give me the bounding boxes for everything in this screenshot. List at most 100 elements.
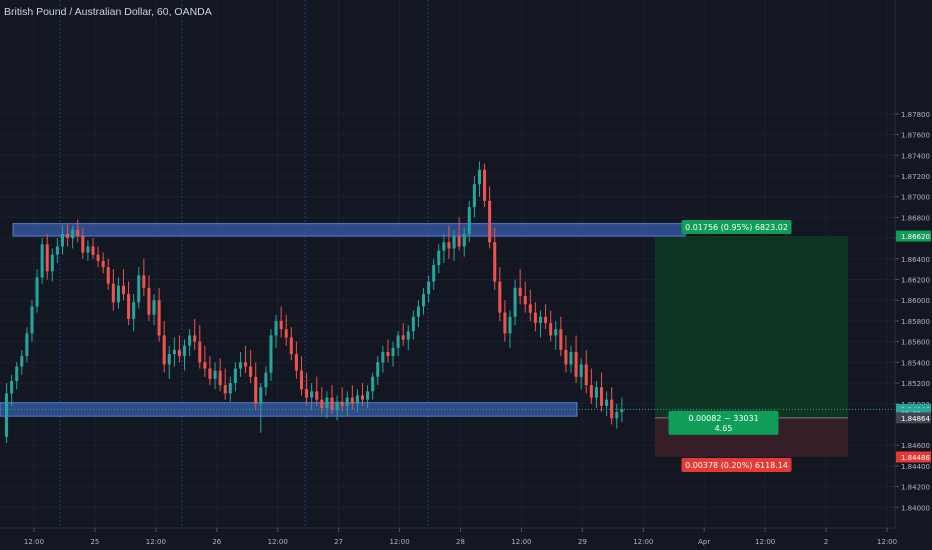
candle-down: [360, 395, 365, 400]
price-axis-badge-text: 1.86620: [901, 233, 930, 241]
time-tick-label: 12:00: [268, 538, 288, 546]
candle-up: [345, 397, 349, 406]
price-tick-label: 1.85600: [901, 339, 930, 347]
candle-up: [452, 236, 456, 249]
candle-down: [498, 281, 502, 313]
candle-down: [549, 323, 553, 336]
candle-down: [401, 335, 405, 340]
time-tick-label: 12:00: [511, 538, 531, 546]
time-tick-label: 12:00: [633, 538, 653, 546]
candle-up: [594, 387, 598, 398]
candle-down: [121, 285, 126, 295]
candle-down: [249, 366, 253, 377]
candle-up: [477, 169, 481, 185]
time-tick-label: 28: [456, 538, 465, 546]
candle-up: [40, 244, 44, 278]
candle-down: [447, 242, 451, 249]
session-lines: [59, 0, 429, 528]
candle-up: [233, 368, 237, 384]
candle-up: [437, 250, 441, 266]
position-center-label-text: 4.65: [715, 424, 733, 433]
position-center-label-text: 0.00082 ~ 33031: [688, 414, 758, 423]
resistance-zone[interactable]: [12, 223, 686, 237]
candle-up: [396, 335, 400, 348]
candle-down: [599, 387, 604, 406]
candle-down: [45, 244, 49, 272]
candle-down: [330, 397, 334, 410]
candle-up: [355, 395, 359, 404]
candle-up: [30, 306, 34, 334]
candle-up: [579, 364, 583, 377]
candle-down: [299, 370, 304, 390]
candle-down: [493, 242, 497, 282]
time-axis[interactable]: 12:00 25 12:00 26 12:00 27 12:00 28 12:00 29 12:00…: [24, 528, 897, 546]
time-tick-label: 2: [824, 538, 828, 546]
price-axis-badge-bg: [896, 451, 931, 463]
price-tick-label: 1.87000: [901, 194, 930, 202]
price-tick-label: 1.85200: [901, 380, 930, 388]
candle-up: [259, 387, 263, 404]
candle-up: [25, 333, 29, 357]
profit-zone[interactable]: [654, 236, 849, 418]
candle-up: [442, 242, 446, 251]
price-tick-label: 1.85800: [901, 318, 930, 326]
candle-up: [467, 207, 471, 234]
candle-down: [279, 320, 283, 330]
candle-up: [615, 412, 619, 419]
candle-up: [228, 383, 232, 394]
candle-up: [381, 352, 385, 363]
candle-down: [589, 385, 593, 398]
time-tick-label: 12:00: [24, 538, 44, 546]
candle-down: [457, 236, 461, 247]
profit-label: 0.01756 (0.95%) 6823.02: [681, 220, 792, 235]
price-axis-badge: 1.84864: [896, 412, 931, 424]
candle-down: [559, 329, 563, 350]
candle-up: [569, 352, 573, 365]
price-axis-badge: 1.86620: [896, 230, 931, 242]
candle-up: [432, 265, 436, 282]
price-axis-badge: 1.84486: [896, 451, 931, 463]
candle-down: [528, 304, 532, 313]
price-tick-label: 1.84400: [901, 463, 930, 471]
profit-label-text: 0.01756 (0.95%) 6823.02: [685, 223, 788, 232]
candle-down: [483, 169, 487, 201]
candle-down: [106, 267, 110, 284]
candle-down: [101, 260, 105, 268]
candle-up: [620, 408, 624, 413]
candle-up: [274, 320, 278, 336]
candle-down: [503, 312, 507, 334]
candle-up: [116, 285, 120, 303]
price-tick-label: 1.87600: [901, 132, 930, 140]
price-tick-label: 1.84600: [901, 442, 930, 450]
candle-up: [264, 372, 268, 388]
candle-up: [269, 335, 273, 373]
price-axis[interactable]: 1.87800 1.87600 1.87400 1.87200 1.87000 1.868…: [0, 0, 931, 529]
candles: [5, 161, 624, 444]
candle-down: [289, 337, 293, 355]
time-tick-label: 26: [212, 538, 221, 546]
price-tick-label: 1.87800: [901, 111, 930, 119]
position-tool[interactable]: [654, 236, 849, 457]
price-tick-label: 1.87400: [901, 152, 930, 160]
price-axis-badge-bg: [896, 412, 931, 424]
price-tick-label: 1.86000: [901, 297, 930, 305]
price-tick-label: 1.86800: [901, 214, 930, 222]
candle-up: [427, 281, 431, 295]
candle-down: [208, 368, 212, 379]
candle-up: [152, 300, 156, 315]
candle-up: [605, 399, 609, 406]
candle-up: [10, 380, 14, 394]
time-tick-label: Apr: [698, 538, 710, 546]
candle-up: [50, 254, 54, 272]
candle-up: [366, 391, 370, 400]
candle-down: [544, 316, 548, 324]
candle-down: [533, 312, 537, 324]
candle-down: [284, 329, 288, 338]
time-tick-label: 12:00: [877, 538, 897, 546]
candle-down: [218, 370, 222, 386]
candle-down: [193, 335, 197, 342]
position-center-label-bg: [668, 410, 779, 435]
candle-up: [325, 397, 329, 408]
candle-up: [416, 306, 420, 317]
